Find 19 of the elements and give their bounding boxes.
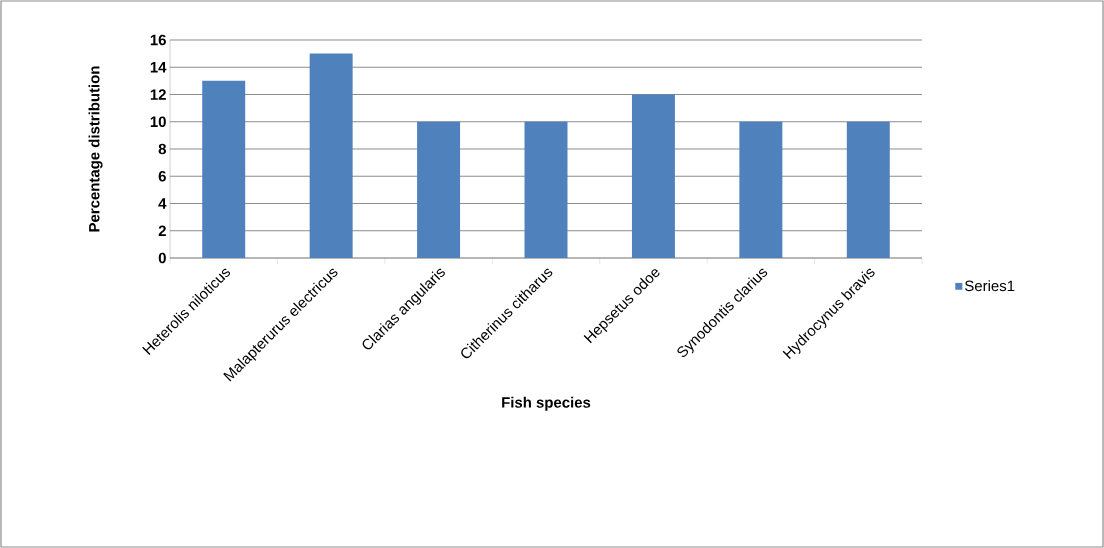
- bar: [202, 80, 246, 258]
- bar: [846, 121, 890, 258]
- bar: [524, 121, 568, 258]
- y-tick-label: 14: [150, 62, 167, 73]
- y-tick-label: 2: [158, 225, 166, 236]
- bar: [417, 121, 461, 258]
- y-tick-label: 4: [158, 198, 167, 209]
- legend-label: Series1: [965, 280, 1015, 292]
- y-tick-label: 12: [150, 89, 166, 100]
- y-tick-label: 0: [158, 252, 166, 264]
- y-tick-label: 16: [150, 34, 166, 46]
- y-tick-label: 6: [158, 170, 166, 182]
- x-axis-title: Fish species: [502, 396, 591, 411]
- y-axis-title: Percentage distribution: [88, 66, 103, 232]
- y-tick-label: 10: [150, 116, 166, 128]
- bar: [631, 94, 675, 258]
- bar: [309, 53, 353, 258]
- y-tick-label: 8: [158, 143, 167, 155]
- bar: [739, 121, 783, 258]
